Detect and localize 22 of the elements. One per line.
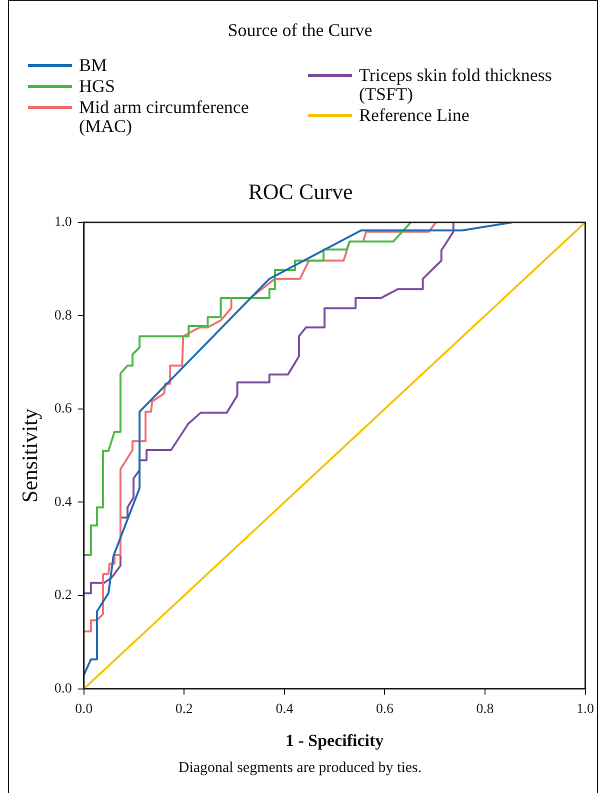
y-tick-label: 0.0: [54, 681, 72, 696]
legend-label: BM: [79, 55, 108, 75]
x-tick-label: 0.6: [376, 702, 394, 717]
text: Diagonal segments are produced by ties.: [177, 760, 423, 777]
y-tick-label: 0.8: [54, 308, 72, 324]
legend-label: Reference Line: [359, 105, 470, 125]
x-tick-label: 0.8: [476, 702, 494, 717]
y-tick-label: 0.4: [54, 494, 72, 510]
x-tick-label: 0.0: [75, 702, 93, 717]
x-tick-label: 1.0: [576, 702, 594, 717]
x-tick-label: 0.4: [276, 702, 294, 717]
legend-label: Triceps skin fold thickness (TSFT): [359, 65, 553, 104]
legend-label: Mid arm circumference (MAC): [79, 97, 250, 136]
y-axis-title: Sensitivity: [16, 408, 42, 503]
y-tick-label: 1.0: [54, 215, 72, 230]
x-axis-title: 1 - Specificity: [285, 731, 384, 750]
legend-title: Source of the Curve: [226, 20, 374, 41]
chart-title: ROC Curve: [248, 178, 353, 204]
y-tick-label: 0.2: [54, 588, 72, 604]
y-tick-label: 0.6: [54, 402, 72, 417]
x-tick-label: 0.2: [175, 702, 193, 717]
legend-label: HGS: [79, 76, 116, 96]
